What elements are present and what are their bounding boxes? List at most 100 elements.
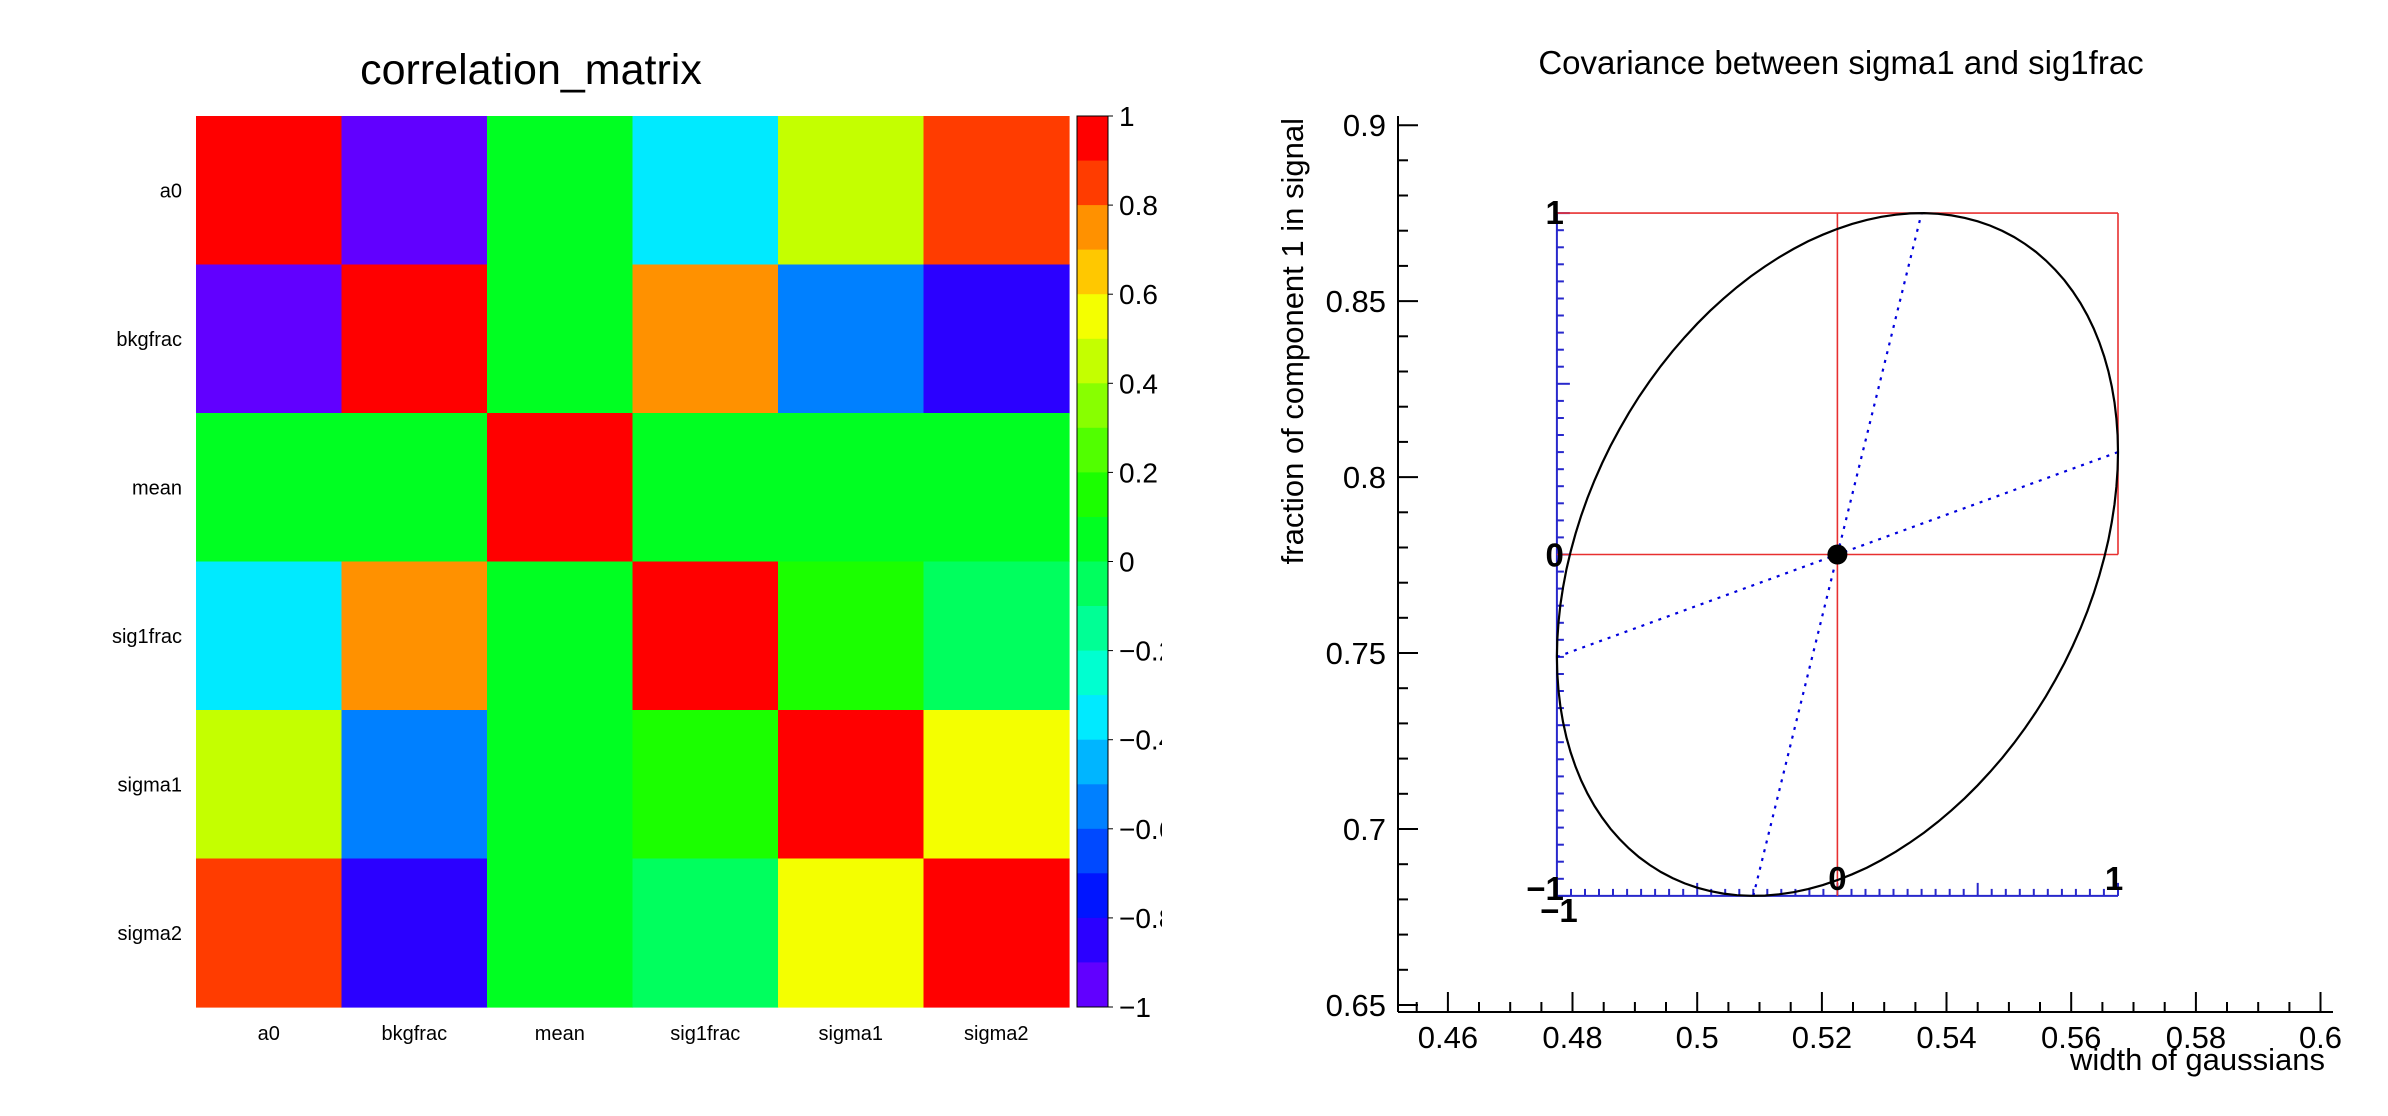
inner-y-label: 0 bbox=[1546, 537, 1564, 574]
colorbar-band bbox=[1077, 739, 1108, 785]
colorbar-label: 1 bbox=[1119, 101, 1135, 132]
matrix-cell bbox=[778, 710, 925, 860]
colorbar-band bbox=[1077, 294, 1108, 340]
matrix-col-label: a0 bbox=[258, 1023, 280, 1045]
matrix-cell bbox=[923, 561, 1070, 711]
matrix-row-label: bkgfrac bbox=[116, 329, 182, 351]
matrix-cell bbox=[632, 710, 779, 860]
colorbar-band bbox=[1077, 205, 1108, 251]
matrix-cell bbox=[341, 858, 488, 1008]
colorbar-band bbox=[1077, 873, 1108, 919]
colorbar-band bbox=[1077, 472, 1108, 518]
matrix-cell bbox=[487, 116, 634, 266]
matrix-row-label: a0 bbox=[160, 180, 182, 202]
y-tick-label: 0.75 bbox=[1326, 636, 1386, 671]
colorbar-band bbox=[1077, 784, 1108, 830]
matrix-cell bbox=[778, 116, 925, 266]
colorbar-band bbox=[1077, 160, 1108, 206]
error-ellipse bbox=[1555, 211, 2120, 897]
right-plot-title: Covariance between sigma1 and sig1frac bbox=[1538, 44, 2143, 81]
inner-y-label: 1 bbox=[1546, 194, 1564, 231]
y-tick-label: 0.9 bbox=[1343, 108, 1386, 143]
colorbar-band bbox=[1077, 383, 1108, 429]
colorbar-band bbox=[1077, 650, 1108, 696]
y-tick-label: 0.7 bbox=[1343, 812, 1386, 847]
matrix-cell bbox=[196, 116, 343, 266]
matrix-cell bbox=[632, 413, 779, 563]
colorbar-band bbox=[1077, 116, 1108, 162]
colorbar-label: 0.6 bbox=[1119, 279, 1158, 310]
matrix-cell bbox=[196, 413, 343, 563]
matrix-cell bbox=[923, 264, 1070, 414]
matrix-cell bbox=[778, 561, 925, 711]
matrix-col-label: bkgfrac bbox=[382, 1023, 448, 1045]
matrix-cell bbox=[923, 710, 1070, 860]
matrix-row-label: sigma2 bbox=[118, 923, 182, 945]
colorbar-band bbox=[1077, 606, 1108, 652]
matrix-cell bbox=[632, 116, 779, 266]
matrix-cell bbox=[341, 264, 488, 414]
matrix-cell bbox=[196, 710, 343, 860]
colorbar-labels: 1 0.8 0.6 0.4 0.2 0 −0.2 −0.4 −0.6 −0.8 −1 bbox=[1119, 101, 1174, 1023]
colorbar bbox=[1076, 115, 1113, 1008]
matrix-cells bbox=[196, 116, 1070, 1008]
correlation-matrix-plot: correlation_matrix a0 bkgfrac mean sig1frac… bbox=[112, 46, 1174, 1045]
matrix-cell bbox=[341, 561, 488, 711]
matrix-cell bbox=[196, 264, 343, 414]
matrix-cell bbox=[487, 710, 634, 860]
matrix-row-label: mean bbox=[132, 477, 182, 499]
inner-y-label: −1 bbox=[1526, 870, 1564, 907]
matrix-cell bbox=[196, 561, 343, 711]
matrix-cell bbox=[778, 858, 925, 1008]
colorbar-label: 0.8 bbox=[1119, 190, 1158, 221]
matrix-cell bbox=[487, 413, 634, 563]
matrix-cell bbox=[487, 264, 634, 414]
x-tick-label: 0.56 bbox=[2041, 1020, 2101, 1055]
x-axis-title: width of gaussians bbox=[2069, 1042, 2325, 1077]
matrix-cell bbox=[778, 264, 925, 414]
colorbar-band bbox=[1077, 561, 1108, 607]
colorbar-label: −0.4 bbox=[1119, 725, 1174, 756]
matrix-cell bbox=[632, 561, 779, 711]
inner-x-label: 0 bbox=[1828, 860, 1846, 897]
colorbar-label: 0.4 bbox=[1119, 368, 1158, 399]
x-tick-label: 0.52 bbox=[1792, 1020, 1852, 1055]
colorbar-label: 0 bbox=[1119, 547, 1135, 578]
matrix-cell bbox=[341, 413, 488, 563]
covariance-ellipse-plot: Covariance between sigma1 and sig1frac w… bbox=[1275, 44, 2342, 1077]
matrix-cell bbox=[632, 264, 779, 414]
x-tick-label: 0.6 bbox=[2299, 1020, 2342, 1055]
matrix-cell bbox=[923, 858, 1070, 1008]
colorbar-band bbox=[1077, 338, 1108, 384]
y-tick-label: 0.85 bbox=[1326, 284, 1386, 319]
colorbar-label: −0.6 bbox=[1119, 814, 1174, 845]
colorbar-label: −0.2 bbox=[1119, 636, 1174, 667]
colorbar-label: 0.2 bbox=[1119, 457, 1158, 488]
colorbar-band bbox=[1077, 828, 1108, 874]
matrix-cell bbox=[487, 561, 634, 711]
fit-point-marker bbox=[1827, 544, 1848, 565]
matrix-col-label: mean bbox=[535, 1023, 585, 1045]
colorbar-band bbox=[1077, 962, 1108, 1008]
x-tick-label: 0.46 bbox=[1418, 1020, 1478, 1055]
matrix-cell bbox=[487, 858, 634, 1008]
matrix-row-label: sig1frac bbox=[112, 626, 182, 648]
matrix-cell bbox=[632, 858, 779, 1008]
matrix-row-label: sigma1 bbox=[118, 774, 182, 796]
x-tick-label: 0.58 bbox=[2166, 1020, 2226, 1055]
colorbar-band bbox=[1077, 249, 1108, 295]
inner-x-label: −1 bbox=[1540, 892, 1578, 929]
colorbar-band bbox=[1077, 427, 1108, 473]
x-tick-label: 0.48 bbox=[1542, 1020, 1602, 1055]
colorbar-label: −0.8 bbox=[1119, 903, 1174, 934]
y-axis-title: fraction of component 1 in signal bbox=[1275, 118, 1310, 564]
colorbar-band bbox=[1077, 917, 1108, 963]
colorbar-band bbox=[1077, 695, 1108, 741]
matrix-cell bbox=[341, 116, 488, 266]
ellipse-plot-body: 0.46 0.48 0.5 0.52 0.54 0.56 0.58 0.6 0.65 0.7 0.7… bbox=[1326, 108, 2342, 1055]
colorbar-band bbox=[1077, 517, 1108, 563]
matrix-cell bbox=[778, 413, 925, 563]
matrix-plot-body: a0 bkgfrac mean sig1frac sigma1 sigma2 a0 bkgfr… bbox=[112, 101, 1174, 1045]
y-tick-label: 0.65 bbox=[1326, 988, 1386, 1023]
